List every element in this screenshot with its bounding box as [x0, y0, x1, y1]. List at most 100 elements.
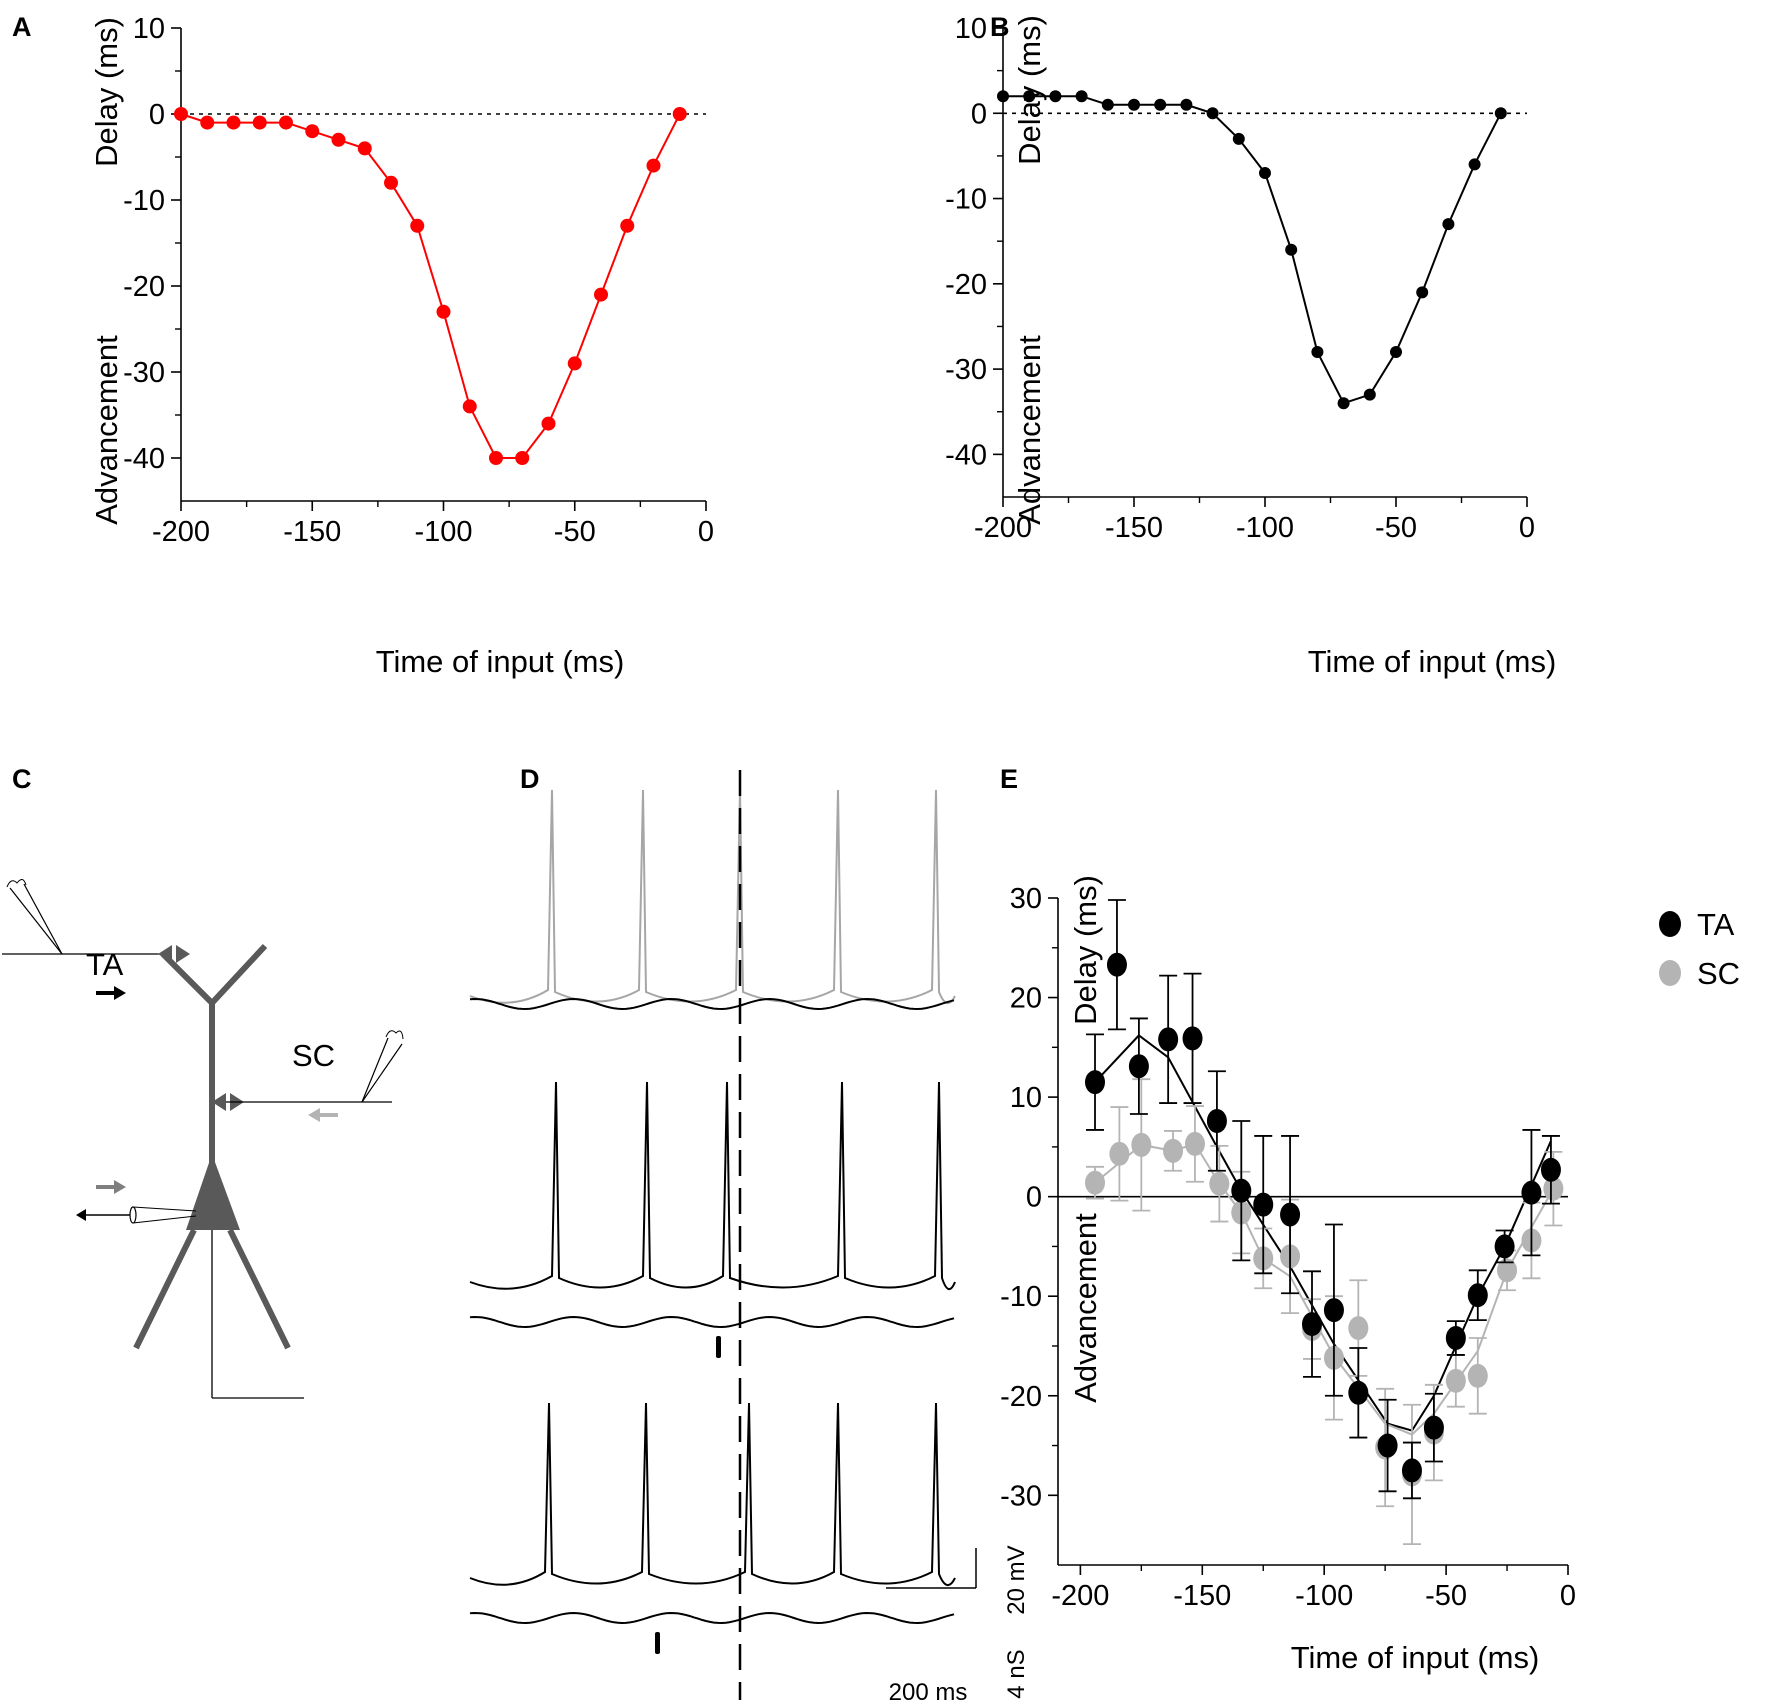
chart-a-ytick-label: -30: [123, 357, 165, 389]
chart-a-xlabel: Time of input (ms): [376, 644, 625, 679]
chart-e-ta-point: [1401, 1458, 1422, 1483]
chart-a-delay-point: [436, 304, 451, 319]
chart-e-ta-point: [1302, 1312, 1322, 1337]
chart-b-delay-point: [1023, 90, 1036, 103]
chart-e-ytick-label: 0: [1026, 1182, 1042, 1214]
chart-a-delay-point: [252, 115, 267, 130]
chart-a-delay-point: [357, 141, 372, 156]
chart-a-ylabel-advancement: Advancement: [89, 335, 124, 525]
chart-e-ta-point: [1206, 1108, 1227, 1133]
chart-e-sc-point: [1445, 1368, 1466, 1393]
chart-b-delay-point: [1311, 346, 1324, 359]
voltage-traces: [469, 770, 956, 1700]
soma-input-arrow-icon: [96, 1180, 126, 1194]
chart-e-ta-point: [1467, 1283, 1488, 1308]
chart-b-xtick-label: -200: [974, 512, 1032, 544]
trace-ta-conductance: [469, 1611, 955, 1625]
trace-ta-stimulus-marker: [655, 1632, 660, 1654]
chart-b-delay-point: [1468, 158, 1481, 171]
chart-e-legend: TA SC: [1659, 907, 1740, 991]
chart-e-ytick-label: -10: [1000, 1281, 1042, 1313]
chart-b-delay-point: [1285, 243, 1298, 256]
chart-e-ta-point: [1085, 1070, 1106, 1095]
recording-electrode: [76, 1206, 197, 1224]
chart-e-xtick-label: -150: [1173, 1580, 1231, 1612]
chart-a-delay-point: [174, 107, 188, 121]
chart-b-xtick-label: -100: [1236, 512, 1294, 544]
chart-b-ytick-label: -30: [945, 354, 987, 386]
chart-e-sc-point: [1184, 1131, 1205, 1156]
chart-a-delay-point: [200, 115, 215, 130]
chart-b-delay-point: [1337, 397, 1350, 410]
chart-b-delay-point: [1390, 346, 1402, 359]
chart-e-sc-point: [1467, 1363, 1488, 1388]
scale-time-label: 200 ms: [889, 1679, 968, 1706]
chart-e-ta-point: [1445, 1326, 1466, 1351]
panel-label-c: C: [12, 764, 32, 794]
neuron-body: [133, 943, 304, 1399]
chart-a-xtick-label: 0: [698, 516, 714, 548]
panel-label-a: A: [12, 12, 32, 42]
chart-e-ytick-label: 10: [1010, 1082, 1042, 1114]
chart-b-ytick-label: -20: [945, 269, 987, 301]
chart-a-delay-point: [672, 107, 687, 121]
chart-a-delay-point: [594, 287, 608, 302]
chart-a-delay-point: [567, 356, 582, 371]
legend-label-ta: TA: [1697, 907, 1735, 942]
chart-e-ylabel-delay: Delay (ms): [1068, 875, 1103, 1025]
chart-b-ytick-label: -10: [945, 184, 987, 216]
chart-b-delay-point: [1049, 90, 1062, 103]
panel-label-d: D: [520, 764, 540, 794]
chart-e-xtick-label: -200: [1051, 1580, 1109, 1612]
chart-a-delay-point: [226, 115, 241, 130]
chart-e-ta-point: [1377, 1433, 1398, 1458]
chart-b-ylabel-delay: Delay (ms): [1012, 15, 1047, 165]
chart-e-sc-point: [1209, 1171, 1230, 1196]
chart-b-ylabel-advancement: Advancement: [1012, 335, 1047, 525]
trace-ta-voltage: [469, 1402, 956, 1586]
chart-e-ylabel-advancement: Advancement: [1068, 1213, 1103, 1403]
chart-a-delay-point: [462, 399, 477, 414]
chart-b-delay-point: [1128, 98, 1140, 111]
sc-arrow-icon: [308, 1108, 338, 1122]
trace-control-conductance: [469, 997, 955, 1011]
chart-b-delay-point: [1232, 132, 1245, 145]
chart-a-delay-point: [515, 451, 530, 465]
chart-a-delay-point: [489, 451, 503, 465]
chart-a-delay-point: [279, 115, 293, 130]
chart-e-ytick-label: -30: [1000, 1480, 1042, 1512]
ta-arrow-icon: [96, 986, 126, 1000]
scale-bar: 20 mV 4 nS 200 ms: [886, 1545, 1030, 1706]
scale-voltage-label: 20 mV: [1003, 1545, 1030, 1614]
sc-label: SC: [292, 1038, 335, 1073]
chart-e-ta-point: [1106, 952, 1127, 977]
chart-e-sc-point: [1497, 1258, 1518, 1283]
chart-a-delay-line: [180, 113, 681, 459]
chart-e-ta-point: [1182, 1026, 1203, 1051]
chart-e: Delay (ms) Advancement Time of input (ms…: [1000, 875, 1576, 1675]
chart-e-ta-point: [1348, 1380, 1369, 1405]
chart-e-sc-point: [1109, 1141, 1130, 1166]
chart-a-ytick-label: -20: [123, 271, 165, 303]
chart-b-xtick-label: -50: [1375, 512, 1417, 544]
chart-e-ta-point: [1323, 1298, 1344, 1323]
chart-e-sc-point: [1085, 1170, 1106, 1195]
chart-e-ta-point: [1128, 1054, 1149, 1079]
neuron-diagram: TA SC: [2, 879, 404, 1399]
chart-e-ta-point: [1253, 1192, 1274, 1217]
chart-e-sc-point: [1163, 1138, 1184, 1163]
chart-a-ytick-label: -10: [123, 185, 165, 217]
chart-e-ta-point: [1494, 1234, 1515, 1259]
chart-b-xlabel: Time of input (ms): [1308, 644, 1557, 679]
chart-a-ytick-label: 0: [149, 99, 165, 131]
trace-sc-stimulus-marker: [716, 1336, 721, 1358]
chart-e-ta-point: [1423, 1415, 1444, 1440]
chart-e-sc-point: [1131, 1132, 1152, 1157]
chart-e-ta-point: [1521, 1180, 1542, 1205]
chart-e-ta-point: [1540, 1157, 1561, 1182]
chart-a-ylabel-delay: Delay (ms): [89, 17, 124, 167]
ta-electrode: [2, 879, 163, 955]
legend-label-sc: SC: [1697, 956, 1740, 991]
chart-a-xtick-label: -200: [152, 516, 210, 548]
chart-a-xtick-label: -100: [414, 516, 472, 548]
